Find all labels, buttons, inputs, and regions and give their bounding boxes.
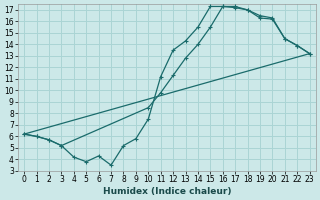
X-axis label: Humidex (Indice chaleur): Humidex (Indice chaleur) bbox=[103, 187, 231, 196]
